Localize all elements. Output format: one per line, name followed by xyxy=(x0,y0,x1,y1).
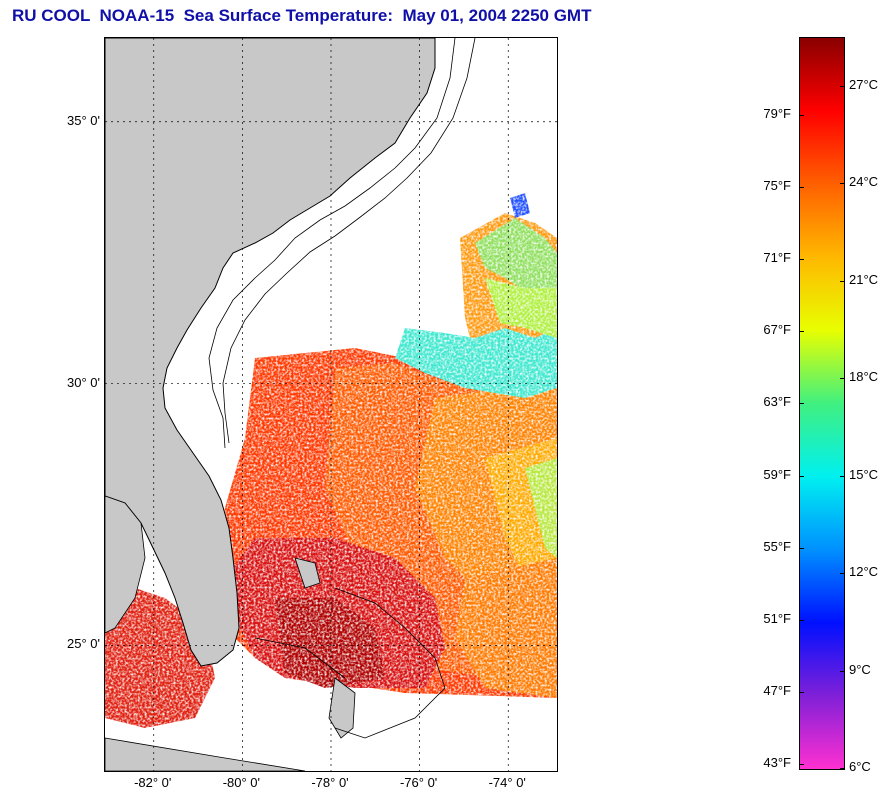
colorbar-label-fahrenheit: 75°F xyxy=(763,177,791,193)
colorbar-tick-fahrenheit xyxy=(800,259,804,260)
colorbar-tick-celsius xyxy=(840,183,844,185)
temperature-colorbar xyxy=(799,37,845,770)
colorbar-label-celsius: 6°C xyxy=(849,759,871,774)
colorbar-tick-fahrenheit xyxy=(800,331,804,333)
colorbar-label-fahrenheit: 43°F xyxy=(763,755,791,771)
colorbar-tick-celsius xyxy=(840,378,844,380)
colorbar-tick-celsius xyxy=(840,670,844,672)
colorbar-tick-fahrenheit xyxy=(800,764,804,766)
colorbar-tick-fahrenheit xyxy=(800,692,804,694)
colorbar-label-celsius: 24°C xyxy=(849,174,879,190)
sst-map-canvas xyxy=(105,38,557,771)
colorbar-label-celsius: 9°C xyxy=(849,661,871,677)
longitude-label: -80° 0' xyxy=(222,775,261,790)
sst-map xyxy=(104,37,558,772)
colorbar-tick-fahrenheit xyxy=(800,403,804,405)
colorbar-tick-celsius xyxy=(840,768,844,769)
colorbar-label-celsius: 15°C xyxy=(849,466,879,482)
colorbar-tick-fahrenheit xyxy=(800,186,804,188)
colorbar-tick-fahrenheit xyxy=(800,619,804,621)
latitude-label: 35° 0' xyxy=(67,112,100,128)
bathymetry-contours xyxy=(208,38,476,739)
colorbar-label-fahrenheit: 55°F xyxy=(763,538,791,554)
longitude-label: -76° 0' xyxy=(399,775,438,790)
colorbar-label-fahrenheit: 59°F xyxy=(763,466,791,482)
colorbar-label-fahrenheit: 71°F xyxy=(763,250,791,265)
colorbar-tick-celsius xyxy=(840,85,844,87)
latitude-label: 25° 0' xyxy=(67,636,100,652)
colorbar-label-celsius: 12°C xyxy=(849,564,879,580)
longitude-label: -78° 0' xyxy=(311,775,349,790)
colorbar-tick-fahrenheit xyxy=(800,475,804,477)
colorbar-label-fahrenheit: 79°F xyxy=(763,105,791,121)
page-title: RU COOL NOAA-15 Sea Surface Temperature:… xyxy=(12,6,592,25)
colorbar-tick-fahrenheit xyxy=(800,114,804,116)
longitude-label: -82° 0' xyxy=(134,775,172,790)
longitude-label: -74° 0' xyxy=(488,775,526,790)
map-grid xyxy=(105,38,557,771)
colorbar-label-fahrenheit: 47°F xyxy=(763,683,791,699)
latitude-label: 30° 0' xyxy=(67,374,100,390)
colorbar-label-celsius: 18°C xyxy=(849,369,879,385)
colorbar-label-celsius: 21°C xyxy=(849,271,879,287)
colorbar-label-fahrenheit: 51°F xyxy=(763,610,791,626)
colorbar-tick-fahrenheit xyxy=(800,547,804,549)
land-mass xyxy=(105,38,436,771)
colorbar-tick-celsius xyxy=(840,573,844,575)
colorbar-tick-celsius xyxy=(840,475,844,477)
colorbar-label-fahrenheit: 63°F xyxy=(763,394,791,410)
colorbar-label-fahrenheit: 67°F xyxy=(763,322,791,338)
colorbar-tick-celsius xyxy=(840,280,844,282)
colorbar-label-celsius: 27°C xyxy=(849,76,879,92)
